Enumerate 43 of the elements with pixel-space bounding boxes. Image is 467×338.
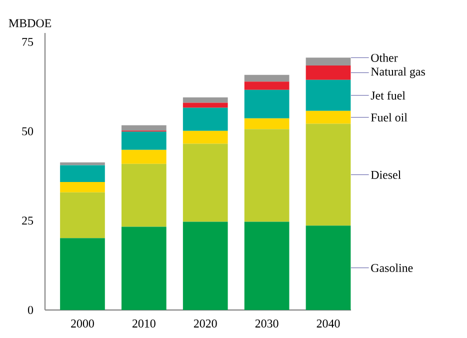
bar xyxy=(182,102,228,108)
x-tick-label: 2040 xyxy=(316,319,340,328)
y-tick-label: 50 xyxy=(22,127,34,136)
bar xyxy=(60,165,105,182)
series-label: Other xyxy=(371,53,398,62)
series-label: Diesel xyxy=(370,170,401,179)
x-tick-label: 2030 xyxy=(255,319,278,328)
bar xyxy=(244,74,290,82)
y-axis-title: MBDOE xyxy=(8,19,52,28)
bar xyxy=(306,58,351,66)
bar xyxy=(306,110,351,124)
y-tick-label: 75 xyxy=(22,38,34,46)
bar xyxy=(244,90,290,118)
x-tick-label: 2020 xyxy=(194,319,217,328)
y-tick-label: 25 xyxy=(22,216,34,225)
bar xyxy=(122,132,166,150)
bar xyxy=(182,97,228,103)
series-label: Fuel oil xyxy=(370,113,408,122)
x-tick-label: 2010 xyxy=(132,319,156,328)
bar xyxy=(182,144,228,222)
bar xyxy=(60,238,105,310)
bar xyxy=(244,222,290,310)
bar xyxy=(306,124,351,226)
bar xyxy=(182,222,228,310)
bar xyxy=(182,130,228,144)
bar xyxy=(60,192,105,238)
bar xyxy=(122,125,166,131)
y-tick-label: 0 xyxy=(28,306,34,314)
bar xyxy=(122,226,166,310)
bar xyxy=(182,108,228,131)
bar xyxy=(306,66,351,80)
x-tick-label: 2000 xyxy=(71,319,94,328)
bar xyxy=(306,80,351,111)
bar xyxy=(60,182,105,192)
bar xyxy=(244,129,290,222)
bar xyxy=(244,82,290,90)
bar xyxy=(122,150,166,164)
series-label: Jet fuel xyxy=(370,91,406,100)
bar xyxy=(306,226,351,310)
series-label: Natural gas xyxy=(370,67,425,78)
bar xyxy=(122,164,166,227)
series-label: Gasoline xyxy=(371,264,413,272)
bar xyxy=(244,118,290,130)
